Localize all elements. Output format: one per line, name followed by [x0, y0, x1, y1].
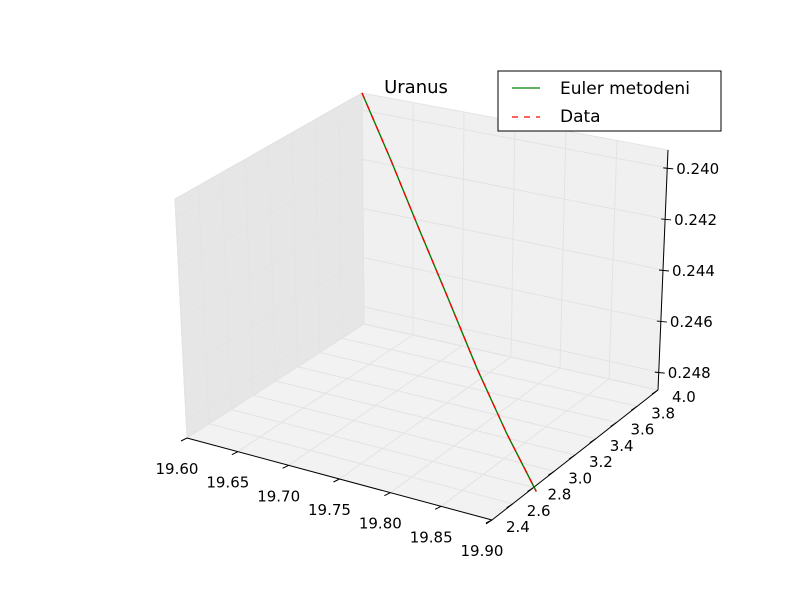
x-tick-label: 19.85 [410, 528, 453, 546]
z-gridline-left [185, 306, 365, 421]
z-gridline [363, 306, 659, 373]
z-tick-mark [663, 167, 674, 170]
y-tick-mark [547, 470, 555, 476]
z-tick-label: 0.240 [676, 160, 719, 178]
y-tick-mark [589, 438, 597, 444]
x-tick-mark [282, 464, 289, 469]
legend-box [497, 70, 722, 132]
y-gridline [341, 337, 638, 407]
z-tick-label: 0.246 [670, 313, 713, 331]
x-tick-label: 19.65 [206, 474, 249, 492]
legend-label-euler: Euler metodeni [560, 79, 690, 99]
series-group [361, 92, 537, 492]
y-tick-label: 2.8 [548, 486, 572, 504]
legend-label-data: Data [560, 107, 601, 127]
z-tick-mark [656, 320, 667, 323]
y-tick-label: 4.0 [672, 388, 696, 406]
z-tick-mark [654, 371, 665, 374]
z-gridline-left [175, 109, 363, 218]
y-tick-label: 3.4 [610, 437, 634, 455]
y-gridline [231, 409, 534, 488]
x-tick-label: 19.70 [257, 487, 300, 505]
y-tick-mark [506, 503, 514, 509]
y-tick-mark [485, 519, 493, 525]
y-tick-mark [527, 487, 534, 492]
grid-lines [174, 92, 669, 521]
x-tick-mark [434, 505, 442, 510]
z-gridline-left [180, 208, 364, 319]
y-tick-label: 2.6 [527, 502, 551, 520]
tick-group: 19.6019.6519.7019.7519.8019.8519.902.42.… [156, 160, 720, 560]
z-gridline [362, 109, 668, 169]
x-tick-mark [180, 437, 188, 442]
y-gridline [363, 323, 659, 391]
y-tick-mark [568, 454, 576, 460]
y-tick-label: 3.8 [651, 404, 675, 422]
x-tick-label: 19.75 [308, 501, 351, 519]
legend: Euler metodeni Data [497, 70, 722, 132]
y-gridline [208, 423, 513, 505]
y-gridline [275, 380, 576, 456]
y-tick-label: 3.6 [631, 421, 655, 439]
y-gridline [253, 394, 555, 472]
x-tick-label: 19.80 [359, 515, 402, 533]
z-tick-mark [661, 218, 672, 221]
x-tick-label: 19.60 [156, 460, 199, 478]
z-gridline [362, 208, 664, 271]
chart-title: Uranus [384, 77, 448, 98]
y-tick-label: 3.2 [589, 453, 613, 471]
x-tick-mark [333, 478, 340, 483]
z-gridline [362, 158, 666, 220]
y-tick-mark [651, 389, 659, 395]
z-gridline [363, 257, 661, 322]
x-tick-mark [231, 451, 239, 456]
y-tick-mark [630, 405, 638, 411]
z-gridline-left [183, 257, 364, 370]
series-line-data [361, 92, 537, 492]
y-gridline [319, 352, 617, 423]
y-tick-label: 3.0 [568, 469, 592, 487]
z-tick-mark [658, 269, 670, 272]
y-gridline [297, 366, 596, 440]
x-tick-mark [384, 492, 391, 497]
z-tick-label: 0.248 [668, 364, 711, 382]
y-tick-label: 2.4 [506, 518, 530, 536]
y-tick-mark [610, 422, 617, 427]
x-tick-label: 19.90 [461, 542, 504, 560]
z-gridline-left [178, 158, 363, 269]
z-tick-label: 0.242 [674, 211, 717, 229]
z-tick-label: 0.244 [672, 262, 715, 280]
